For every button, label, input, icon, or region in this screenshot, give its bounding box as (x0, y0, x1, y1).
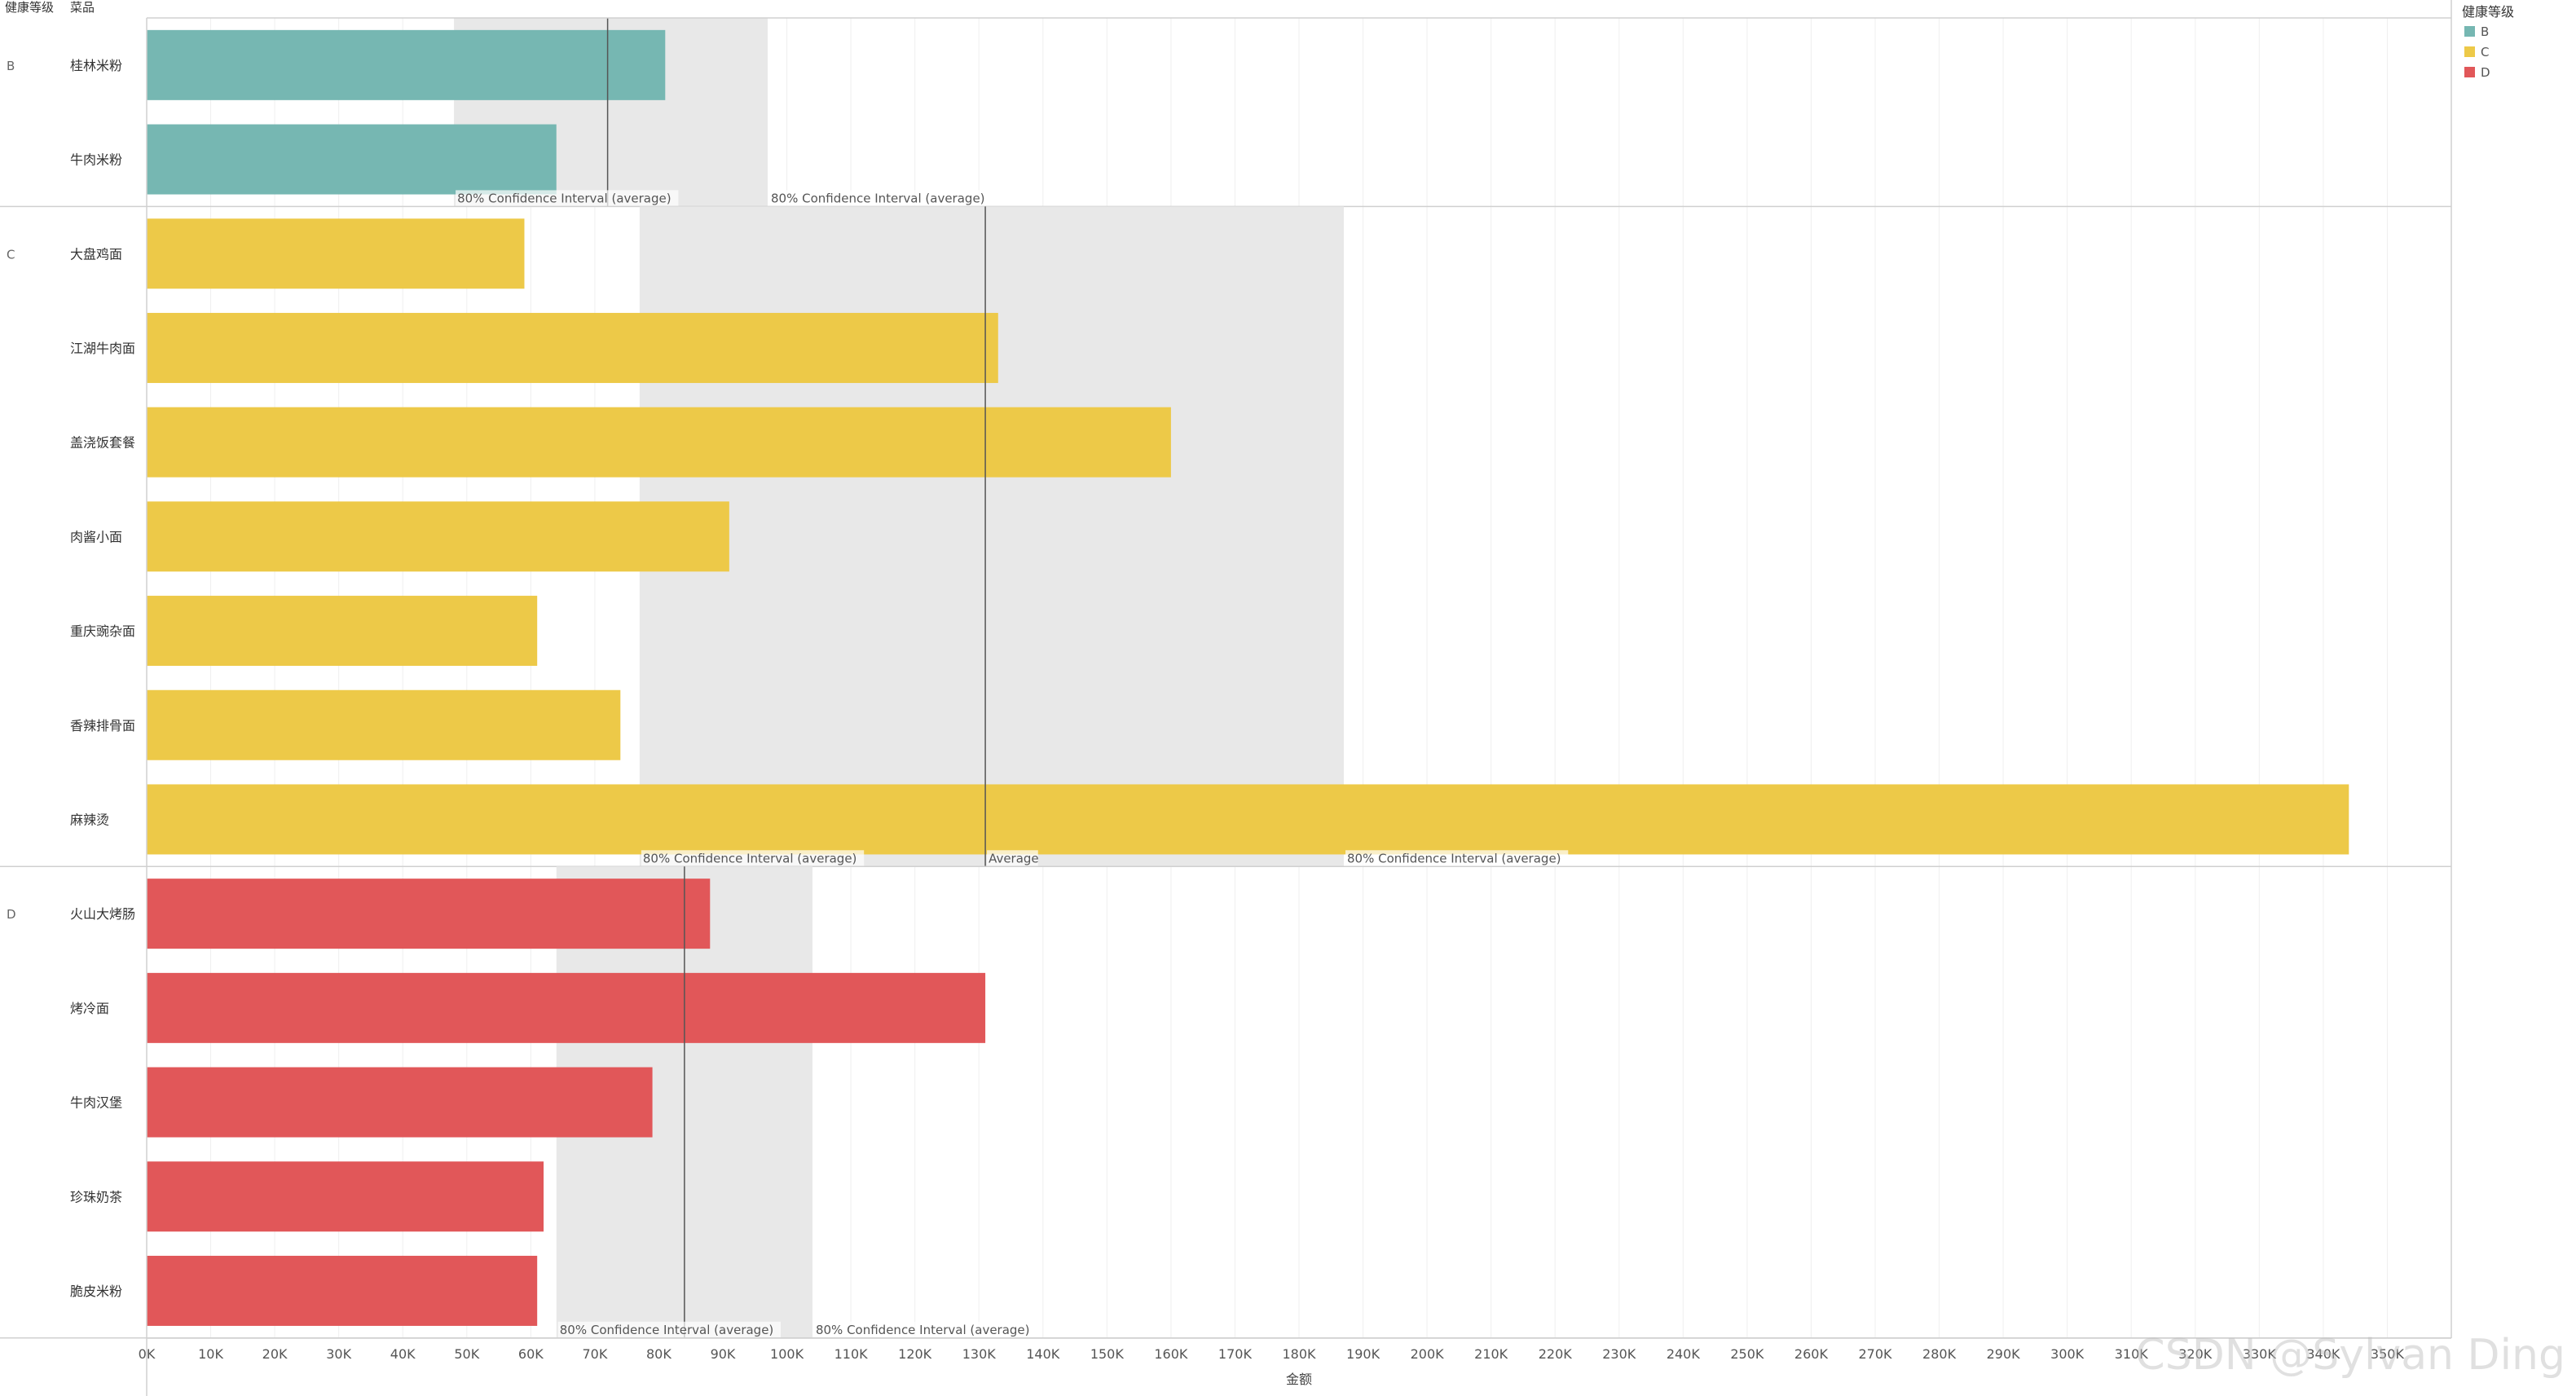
x-axis-title: 金额 (1286, 1372, 1312, 1387)
bar (147, 1067, 653, 1138)
dish-label: 牛肉米粉 (70, 152, 122, 168)
bar (147, 407, 1171, 478)
x-tick-label: 260K (1794, 1346, 1829, 1362)
x-tick-label: 330K (2243, 1346, 2277, 1362)
x-tick-label: 90K (711, 1346, 736, 1362)
dish-label: 肉酱小面 (70, 529, 122, 544)
legend-swatch (2464, 46, 2475, 57)
x-tick-label: 190K (1346, 1346, 1380, 1362)
x-tick-label: 160K (1154, 1346, 1188, 1362)
x-tick-label: 340K (2306, 1346, 2340, 1362)
annotation-label: 80% Confidence Interval (average) (560, 1323, 774, 1337)
x-tick-label: 140K (1026, 1346, 1060, 1362)
bar (147, 501, 729, 572)
annotation-bg (987, 850, 1038, 867)
dish-label: 重庆豌杂面 (70, 623, 135, 639)
group-label: C (7, 247, 15, 262)
annotation-bg (557, 1321, 782, 1338)
legend-swatch (2464, 67, 2475, 77)
annotation-label: 80% Confidence Interval (average) (643, 851, 857, 865)
bar (147, 218, 525, 289)
x-tick-label: 100K (770, 1346, 804, 1362)
bar (147, 689, 621, 760)
bar (147, 879, 711, 949)
dish-label: 火山大烤肠 (70, 906, 135, 922)
annotation-label: 80% Confidence Interval (average) (457, 191, 672, 205)
x-tick-label: 230K (1602, 1346, 1636, 1362)
x-tick-label: 50K (454, 1346, 479, 1362)
x-tick-label: 270K (1858, 1346, 1892, 1362)
x-tick-label: 300K (2050, 1346, 2085, 1362)
dish-label: 烤冷面 (70, 1001, 109, 1016)
x-tick-label: 180K (1282, 1346, 1316, 1362)
annotation-bg (456, 190, 679, 207)
x-tick-label: 280K (1922, 1346, 1957, 1362)
x-tick-label: 110K (834, 1346, 869, 1362)
row-header-level: 健康等级 (5, 0, 54, 15)
dish-label: 牛肉汉堡 (70, 1095, 122, 1111)
bar (147, 124, 557, 195)
legend-label: C (2481, 45, 2489, 59)
annotation-bg (641, 850, 865, 867)
legend-label: D (2481, 65, 2490, 80)
bar (147, 972, 986, 1043)
x-tick-label: 60K (518, 1346, 544, 1362)
x-tick-label: 310K (2115, 1346, 2149, 1362)
watermark: CSDN @Sylvan Ding (2135, 1331, 2565, 1380)
x-tick-label: 30K (326, 1346, 351, 1362)
x-tick-label: 0K (139, 1346, 156, 1362)
dish-label: 江湖牛肉面 (70, 341, 135, 356)
bar (147, 29, 666, 100)
annotation-label: 80% Confidence Interval (average) (816, 1323, 1030, 1337)
confidence-band (639, 206, 1344, 867)
x-tick-label: 210K (1474, 1346, 1508, 1362)
x-tick-label: 10K (198, 1346, 223, 1362)
x-tick-label: 320K (2178, 1346, 2213, 1362)
dish-label: 麻辣烫 (70, 812, 109, 827)
annotation-label: 80% Confidence Interval (average) (771, 191, 985, 205)
dish-label: 盖浇饭套餐 (70, 435, 135, 451)
legend-swatch (2464, 26, 2475, 37)
bar (147, 784, 2349, 855)
x-tick-label: 200K (1411, 1346, 1445, 1362)
x-tick-label: 120K (898, 1346, 932, 1362)
x-tick-label: 40K (390, 1346, 416, 1362)
x-tick-label: 20K (262, 1346, 288, 1362)
bar (147, 596, 538, 667)
x-tick-label: 290K (1987, 1346, 2021, 1362)
dish-label: 脆皮米粉 (70, 1284, 122, 1299)
annotation-bg (1345, 850, 1569, 867)
x-tick-label: 130K (962, 1346, 997, 1362)
bar (147, 1255, 538, 1326)
group-label: D (7, 907, 16, 922)
x-tick-label: 240K (1667, 1346, 1701, 1362)
annotation-label: 80% Confidence Interval (average) (1347, 851, 1561, 865)
x-tick-label: 250K (1730, 1346, 1764, 1362)
x-tick-label: 350K (2371, 1346, 2405, 1362)
x-tick-label: 70K (582, 1346, 607, 1362)
annotation-bg (813, 1321, 1037, 1338)
legend-label: B (2481, 24, 2489, 39)
group-label: B (7, 59, 15, 73)
annotation-bg (768, 190, 993, 207)
bar (147, 1161, 544, 1232)
annotation-label: Average (989, 851, 1039, 865)
dish-label: 桂林米粉 (70, 58, 122, 73)
dish-label: 大盘鸡面 (70, 246, 122, 262)
x-tick-label: 150K (1090, 1346, 1125, 1362)
x-tick-label: 170K (1218, 1346, 1253, 1362)
x-tick-label: 220K (1539, 1346, 1573, 1362)
row-header-dish: 菜品 (70, 0, 95, 15)
dish-label: 珍珠奶茶 (70, 1189, 122, 1204)
dish-label: 香辣排骨面 (70, 718, 135, 733)
bar (147, 312, 998, 383)
legend-title: 健康等级 (2462, 4, 2514, 20)
x-tick-label: 80K (646, 1346, 672, 1362)
